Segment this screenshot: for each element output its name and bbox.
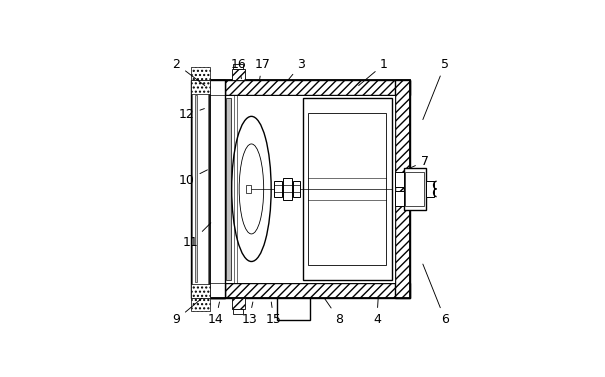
Text: 11: 11: [183, 223, 211, 249]
Bar: [395, 191, 404, 206]
Bar: [293, 181, 299, 197]
Text: 6: 6: [423, 264, 449, 326]
Text: 13: 13: [241, 302, 257, 326]
Bar: [210, 80, 410, 298]
Bar: [232, 69, 245, 80]
Text: 1: 1: [359, 58, 388, 86]
Bar: [210, 80, 225, 298]
Text: 8: 8: [325, 299, 343, 326]
Bar: [309, 113, 387, 265]
Bar: [210, 80, 410, 95]
Bar: [191, 298, 210, 311]
Text: 17: 17: [254, 58, 270, 79]
Bar: [274, 181, 282, 197]
Text: 14: 14: [208, 302, 224, 326]
Text: 5: 5: [423, 58, 449, 120]
Bar: [233, 64, 243, 69]
Text: 10: 10: [178, 170, 208, 187]
Text: 16: 16: [231, 58, 247, 79]
Ellipse shape: [232, 116, 271, 262]
Ellipse shape: [239, 144, 264, 234]
Bar: [246, 185, 251, 193]
Bar: [232, 298, 245, 309]
Bar: [395, 80, 410, 298]
Text: 12: 12: [179, 109, 204, 121]
Text: 2: 2: [172, 58, 205, 86]
Text: 3: 3: [289, 58, 306, 80]
Bar: [210, 283, 410, 298]
Bar: [192, 94, 209, 284]
Bar: [226, 98, 231, 280]
Bar: [302, 98, 392, 280]
Text: 15: 15: [266, 302, 282, 326]
Bar: [405, 172, 425, 205]
Bar: [191, 67, 210, 80]
Bar: [283, 178, 292, 200]
Text: 9: 9: [172, 298, 202, 326]
Bar: [225, 95, 395, 283]
Bar: [191, 284, 210, 298]
Bar: [191, 80, 225, 298]
Bar: [276, 298, 310, 320]
Bar: [404, 168, 425, 210]
Bar: [425, 181, 434, 197]
Text: 7: 7: [411, 155, 429, 168]
Text: 4: 4: [373, 299, 381, 326]
Bar: [395, 172, 404, 187]
Bar: [195, 95, 197, 282]
Bar: [233, 309, 243, 314]
Bar: [191, 80, 210, 94]
